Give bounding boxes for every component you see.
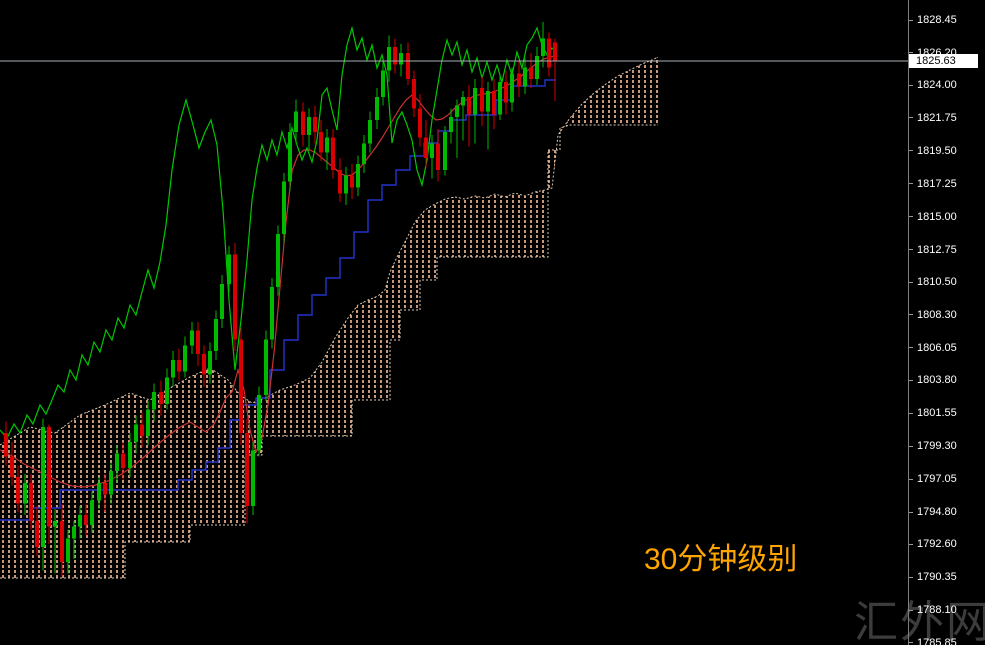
ichimoku-cloud: [0, 56, 659, 579]
axis-tick-mark: [909, 52, 913, 54]
price-tick-label: 1810.50: [917, 276, 957, 289]
overlay-price-line: [0, 25, 557, 440]
axis-tick-mark: [909, 642, 913, 644]
price-tick-label: 1824.00: [917, 79, 957, 92]
axis-tick-mark: [909, 19, 913, 21]
price-tick-label: 1803.80: [917, 374, 957, 387]
price-tick-label: 1808.30: [917, 308, 957, 321]
price-tick-label: 1794.80: [917, 506, 957, 519]
axis-tick-mark: [909, 249, 913, 251]
axis-tick-mark: [909, 412, 913, 414]
price-tick-label: 1797.05: [917, 473, 957, 486]
price-tick-label: 1828.45: [917, 14, 957, 26]
price-axis-border: [908, 0, 909, 645]
price-tick-label: 1785.85: [917, 636, 957, 645]
price-axis[interactable]: 1828.45 1826.20 1824.00 1821.75 1819.50 1817.…: [908, 0, 985, 645]
price-tick-label: 1792.60: [917, 538, 957, 551]
price-tick-label: 1790.35: [917, 571, 957, 584]
axis-tick-mark: [909, 117, 913, 119]
current-price-tag: 1825.63: [909, 54, 978, 69]
axis-tick-mark: [909, 511, 913, 513]
price-tick-label: 1821.75: [917, 111, 957, 124]
current-price-value: 1825.63: [916, 55, 956, 68]
axis-tick-mark: [909, 347, 913, 349]
price-tick-label: 1799.30: [917, 440, 957, 453]
price-tick-label: 1788.10: [917, 604, 957, 616]
price-tick-label: 1812.75: [917, 243, 957, 256]
candles: [4, 22, 557, 577]
axis-tick-mark: [909, 445, 913, 447]
axis-tick-mark: [909, 478, 913, 480]
axis-tick-mark: [909, 576, 913, 578]
axis-tick-mark: [909, 150, 913, 152]
axis-tick-mark: [909, 84, 913, 86]
axis-tick-mark: [909, 183, 913, 185]
watermark: 汇外网: [854, 598, 985, 645]
axis-tick-mark: [909, 314, 913, 316]
axis-tick-mark: [909, 609, 913, 611]
axis-tick-mark: [909, 543, 913, 545]
timeframe-label: 30分钟级别: [644, 543, 798, 576]
price-tick-label: 1819.50: [917, 144, 957, 157]
price-tick-label: 1817.25: [917, 177, 957, 190]
axis-tick-mark: [909, 379, 913, 381]
price-tick-label: 1815.00: [917, 210, 957, 223]
price-tick-label: 1801.55: [917, 407, 957, 420]
price-tick-label: 1806.05: [917, 341, 957, 354]
axis-tick-mark: [909, 281, 913, 283]
axis-tick-mark: [909, 216, 913, 218]
